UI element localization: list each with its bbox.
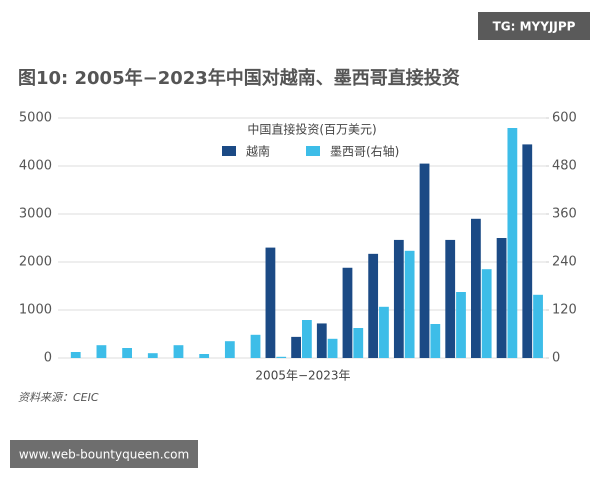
bar (122, 348, 132, 358)
bar (533, 294, 543, 358)
bar (173, 345, 184, 358)
bar (265, 247, 276, 358)
bar (471, 218, 481, 358)
footer-url: www.web-bountyqueen.com (19, 448, 189, 462)
bar (419, 163, 430, 358)
bar (353, 328, 364, 358)
bar (393, 239, 404, 358)
source: 资料来源：CEIC (18, 391, 99, 404)
legend-swatch (222, 146, 236, 156)
bar (250, 334, 261, 358)
y2-tick-label: 0 (552, 351, 560, 366)
y-tick-label: 3000 (19, 207, 52, 222)
y-tick-label: 4000 (19, 159, 52, 174)
y2-tick-label: 360 (552, 207, 577, 222)
y-tick-label: 2000 (19, 255, 52, 270)
bar (496, 238, 507, 358)
y2-tick-label: 480 (552, 159, 577, 174)
legend-swatch (306, 146, 320, 156)
footer-box (10, 440, 198, 468)
bar (430, 324, 441, 358)
bar (342, 267, 353, 358)
bar (481, 269, 492, 358)
bar (404, 250, 415, 358)
y2-tick-label: 600 (552, 111, 577, 126)
y-tick-label: 5000 (19, 111, 52, 126)
bar (445, 239, 456, 358)
y2-tick-label: 120 (552, 303, 577, 318)
watermark: TG: MYYJJPP (493, 20, 576, 34)
bar (276, 356, 287, 358)
bar (316, 323, 327, 358)
y-tick-label: 0 (44, 351, 52, 366)
legend-label: 墨西哥(右轴) (330, 144, 399, 159)
legend-label: 越南 (246, 144, 270, 159)
bar (507, 128, 518, 358)
bar (70, 352, 81, 358)
bar (96, 345, 107, 358)
bar (522, 144, 533, 358)
bar (147, 353, 158, 358)
bar (379, 306, 389, 358)
x-axis-label: 2005年−2023年 (255, 369, 350, 383)
legend-title: 中国直接投资(百万美元) (247, 122, 376, 137)
bar (368, 253, 379, 358)
bar (327, 338, 338, 358)
watermark-box (478, 12, 590, 40)
y2-tick-label: 240 (552, 255, 577, 270)
bar (199, 354, 210, 358)
bar (302, 320, 312, 358)
bar (224, 341, 235, 358)
chart-title: 图10: 2005年−2023年中国对越南、墨西哥直接投资 (18, 67, 460, 89)
y-tick-label: 1000 (19, 303, 52, 318)
bar (456, 292, 466, 358)
bar (291, 336, 301, 358)
